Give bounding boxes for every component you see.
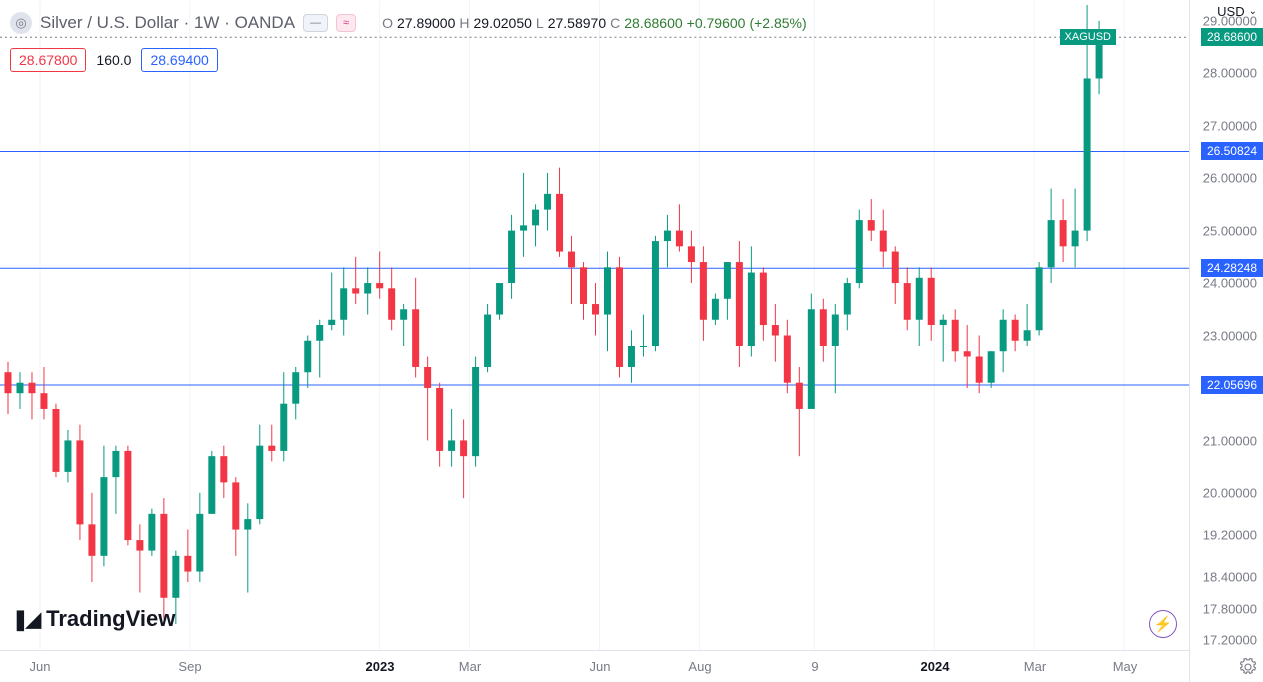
- main-container: ◎ Silver / U.S. Dollar · 1W · OANDA — ≈ …: [0, 0, 1263, 682]
- price-tick: 17.80000: [1203, 601, 1257, 616]
- ohlc-l-label: L: [536, 15, 544, 31]
- lightning-button[interactable]: ⚡: [1149, 610, 1177, 638]
- ohlc-change: +0.79600: [687, 15, 746, 31]
- price-tick: 21.00000: [1203, 433, 1257, 448]
- time-tick: Mar: [1024, 659, 1046, 674]
- time-tick: May: [1113, 659, 1138, 674]
- ask-box[interactable]: 28.69400: [141, 48, 217, 72]
- ohlc-h-label: H: [459, 15, 469, 31]
- ohlc-c-label: C: [610, 15, 620, 31]
- watermark-text: TradingView: [46, 606, 175, 632]
- price-tick: 17.20000: [1203, 633, 1257, 648]
- pill-dash[interactable]: —: [303, 14, 328, 32]
- chart-area[interactable]: ◎ Silver / U.S. Dollar · 1W · OANDA — ≈ …: [0, 0, 1190, 682]
- ohlc-o: 27.89000: [397, 15, 455, 31]
- spread-value: 160.0: [96, 52, 131, 68]
- symbol-icon[interactable]: ◎: [10, 12, 32, 34]
- ohlc-l: 27.58970: [548, 15, 606, 31]
- ohlc-display: O27.89000 H29.02050 L27.58970 C28.68600 …: [382, 15, 807, 31]
- price-line-label[interactable]: 22.05696: [1201, 376, 1263, 394]
- gear-icon[interactable]: [1239, 658, 1257, 676]
- price-tick: 26.00000: [1203, 171, 1257, 186]
- price-line-label[interactable]: 26.50824: [1201, 142, 1263, 160]
- time-tick: Aug: [688, 659, 711, 674]
- price-tick: 20.00000: [1203, 486, 1257, 501]
- time-tick: Jun: [30, 659, 51, 674]
- price-tick: 29.00000: [1203, 13, 1257, 28]
- tradingview-watermark: ❚◢ TradingView: [12, 606, 175, 632]
- price-tick: 23.00000: [1203, 328, 1257, 343]
- time-tick: Sep: [178, 659, 201, 674]
- price-tick: 27.00000: [1203, 118, 1257, 133]
- price-tick: 18.40000: [1203, 570, 1257, 585]
- price-tick: 28.00000: [1203, 66, 1257, 81]
- price-tick: 19.20000: [1203, 528, 1257, 543]
- time-tick: Mar: [459, 659, 481, 674]
- time-tick: 9: [811, 659, 818, 674]
- price-tick: 24.00000: [1203, 276, 1257, 291]
- current-price-label[interactable]: 28.68600: [1201, 28, 1263, 46]
- bid-box[interactable]: 28.67800: [10, 48, 86, 72]
- time-axis[interactable]: Jun Sep 2023 Mar Jun Aug 9 2024 Mar May: [0, 650, 1189, 682]
- ohlc-pct: (+2.85%): [749, 15, 806, 31]
- tradingview-icon: ❚◢: [12, 607, 38, 632]
- ohlc-h: 29.02050: [474, 15, 532, 31]
- price-axis[interactable]: USD ⌄ 29.0000028.0000027.0000026.0000025…: [1190, 0, 1263, 682]
- time-tick: 2024: [921, 659, 950, 674]
- candlestick-chart[interactable]: [0, 0, 1189, 682]
- ohlc-c: 28.68600: [624, 15, 682, 31]
- ohlc-o-label: O: [382, 15, 393, 31]
- chart-header: ◎ Silver / U.S. Dollar · 1W · OANDA — ≈ …: [0, 0, 1189, 45]
- time-tick: 2023: [366, 659, 395, 674]
- bid-ask-row: 28.67800 160.0 28.69400: [10, 48, 218, 72]
- pill-approx[interactable]: ≈: [336, 14, 356, 32]
- instrument-title[interactable]: Silver / U.S. Dollar · 1W · OANDA: [40, 13, 295, 33]
- price-line-label[interactable]: 24.28248: [1201, 259, 1263, 277]
- time-tick: Jun: [590, 659, 611, 674]
- price-tick: 25.00000: [1203, 223, 1257, 238]
